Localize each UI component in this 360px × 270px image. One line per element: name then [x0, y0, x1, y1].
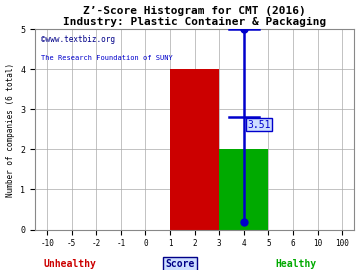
Y-axis label: Number of companies (6 total): Number of companies (6 total) [5, 62, 14, 197]
Text: Unhealthy: Unhealthy [43, 259, 96, 269]
Title: Z’-Score Histogram for CMT (2016)
Industry: Plastic Container & Packaging: Z’-Score Histogram for CMT (2016) Indust… [63, 6, 326, 27]
Text: The Research Foundation of SUNY: The Research Foundation of SUNY [41, 55, 173, 61]
Text: ©www.textbiz.org: ©www.textbiz.org [41, 35, 115, 44]
Text: 3.51: 3.51 [247, 120, 271, 130]
Text: Healthy: Healthy [276, 259, 317, 269]
Text: Score: Score [165, 259, 195, 269]
Bar [170, 69, 219, 230]
Bar [219, 150, 269, 230]
